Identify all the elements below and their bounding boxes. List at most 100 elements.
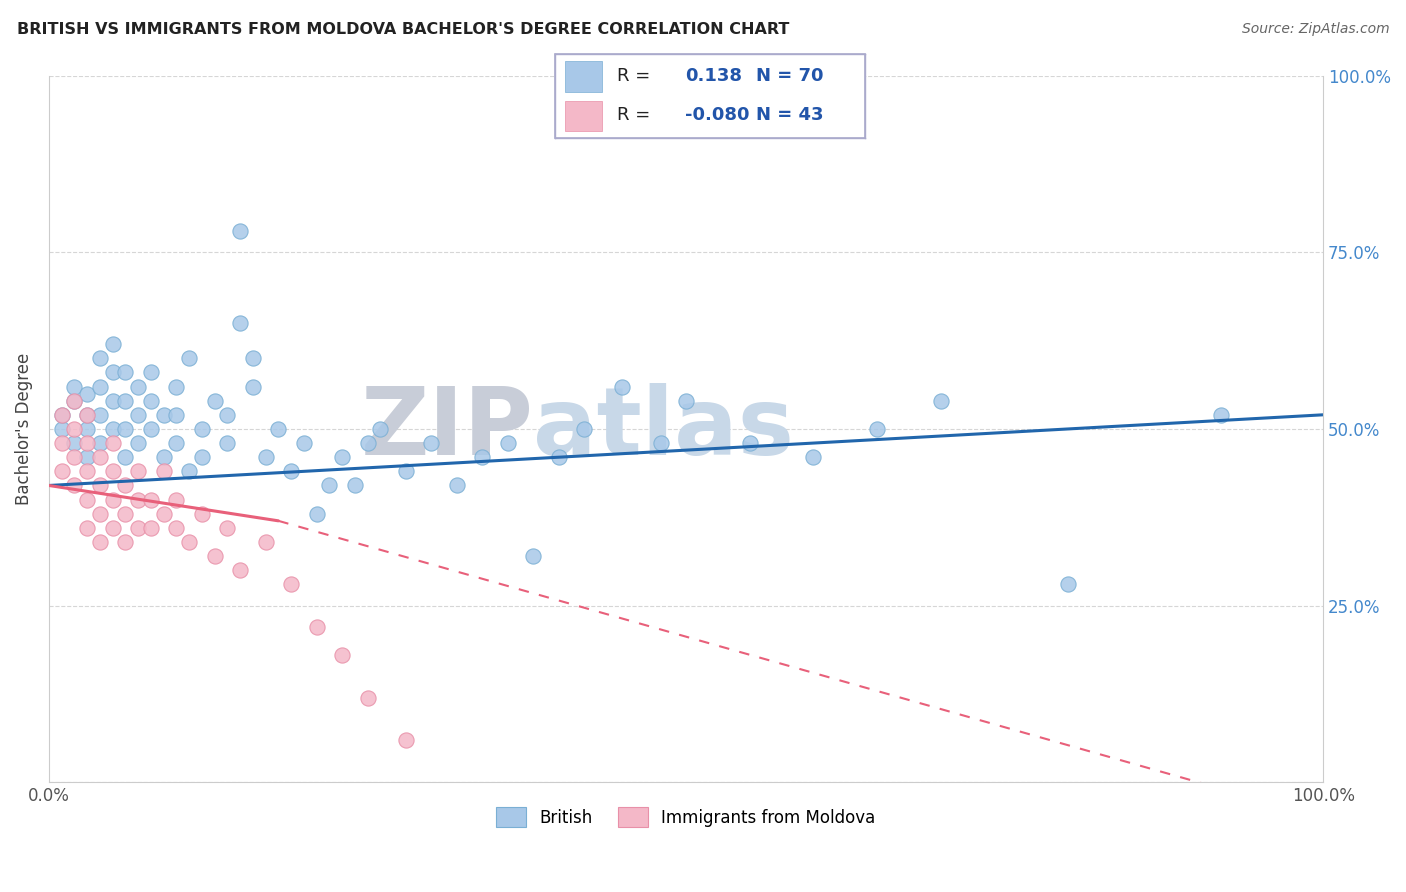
Point [395, 464, 418, 478]
Point [152, 464, 174, 478]
Point [242, 379, 264, 393]
Point [101, 492, 124, 507]
Point [305, 620, 328, 634]
Point [522, 549, 544, 564]
Point [738, 436, 761, 450]
Point [547, 450, 569, 465]
Point [114, 422, 136, 436]
Point [63, 393, 86, 408]
Point [343, 478, 366, 492]
Point [305, 507, 328, 521]
Point [612, 379, 634, 393]
Point [101, 436, 124, 450]
Point [76, 464, 98, 478]
Point [76, 386, 98, 401]
Point [368, 422, 391, 436]
Point [179, 464, 201, 478]
Text: BRITISH VS IMMIGRANTS FROM MOLDOVA BACHELOR'S DEGREE CORRELATION CHART: BRITISH VS IMMIGRANTS FROM MOLDOVA BACHE… [17, 22, 789, 37]
Point [76, 408, 98, 422]
Point [165, 492, 187, 507]
Point [89, 379, 111, 393]
Point [76, 521, 98, 535]
Point [254, 535, 277, 549]
Text: Source: ZipAtlas.com: Source: ZipAtlas.com [1241, 22, 1389, 37]
Point [152, 408, 174, 422]
Point [330, 450, 353, 465]
Point [165, 436, 187, 450]
Point [229, 224, 252, 238]
Point [496, 436, 519, 450]
Point [254, 450, 277, 465]
Point [127, 464, 149, 478]
Point [292, 436, 315, 450]
Point [356, 690, 378, 705]
Point [217, 408, 239, 422]
Point [114, 393, 136, 408]
Text: R =: R = [617, 68, 651, 86]
Point [165, 521, 187, 535]
Point [204, 393, 226, 408]
Point [191, 422, 214, 436]
Point [89, 478, 111, 492]
Point [76, 436, 98, 450]
Point [76, 492, 98, 507]
Point [63, 450, 86, 465]
Point [650, 436, 672, 450]
Point [89, 450, 111, 465]
Point [280, 577, 302, 591]
Point [152, 507, 174, 521]
Point [572, 422, 595, 436]
FancyBboxPatch shape [565, 101, 602, 131]
Point [76, 408, 98, 422]
Text: 0.138: 0.138 [685, 68, 742, 86]
Y-axis label: Bachelor's Degree: Bachelor's Degree [15, 353, 32, 505]
Point [63, 393, 86, 408]
Point [101, 393, 124, 408]
Point [51, 422, 73, 436]
FancyBboxPatch shape [565, 62, 602, 92]
Point [803, 450, 825, 465]
Point [139, 422, 162, 436]
Point [191, 450, 214, 465]
Point [63, 422, 86, 436]
Point [114, 478, 136, 492]
Point [179, 351, 201, 366]
Point [280, 464, 302, 478]
Point [242, 351, 264, 366]
Point [675, 393, 697, 408]
Text: ZIP: ZIP [360, 383, 533, 475]
Point [101, 365, 124, 379]
Point [101, 422, 124, 436]
Point [866, 422, 889, 436]
Point [127, 521, 149, 535]
Point [229, 316, 252, 330]
Text: -0.080: -0.080 [685, 106, 749, 124]
Point [356, 436, 378, 450]
Point [267, 422, 290, 436]
Point [89, 436, 111, 450]
Point [101, 464, 124, 478]
Point [330, 648, 353, 662]
Point [420, 436, 443, 450]
Text: N = 43: N = 43 [756, 106, 824, 124]
Point [89, 408, 111, 422]
Point [127, 492, 149, 507]
Legend: British, Immigrants from Moldova: British, Immigrants from Moldova [489, 800, 883, 834]
Point [51, 408, 73, 422]
Point [165, 379, 187, 393]
Point [114, 507, 136, 521]
Point [63, 478, 86, 492]
Point [51, 464, 73, 478]
Point [101, 521, 124, 535]
Point [89, 535, 111, 549]
Point [1057, 577, 1080, 591]
Point [63, 436, 86, 450]
Point [76, 422, 98, 436]
Point [51, 436, 73, 450]
Point [51, 408, 73, 422]
Point [165, 408, 187, 422]
Point [929, 393, 952, 408]
Point [139, 492, 162, 507]
Point [139, 393, 162, 408]
Point [395, 733, 418, 747]
